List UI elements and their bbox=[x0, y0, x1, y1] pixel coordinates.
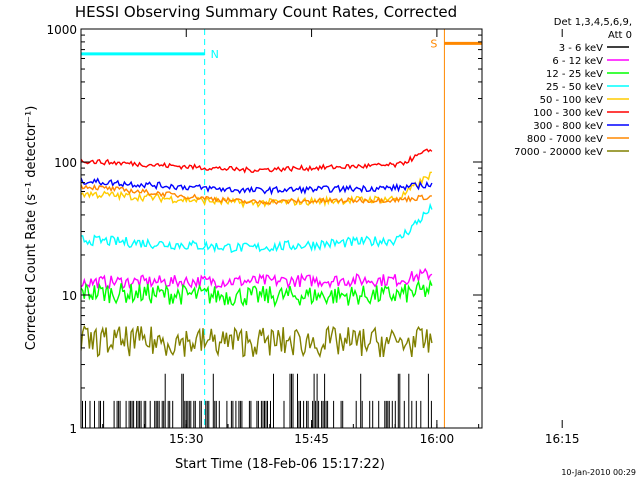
y-tick-label: 1 bbox=[69, 422, 77, 436]
series-8 bbox=[81, 321, 640, 359]
legend: Det 1,3,4,5,6,9, Att 0 3 - 6 keV 6 - 12 keV… bbox=[514, 17, 632, 158]
x-tick-label: 16:15 bbox=[545, 432, 580, 446]
series-trace bbox=[81, 177, 433, 196]
series-trace bbox=[81, 373, 432, 428]
x-tick-label: 15:45 bbox=[294, 432, 329, 446]
series-3 bbox=[81, 202, 640, 254]
marker-s bbox=[443, 29, 482, 428]
series-trace bbox=[81, 183, 432, 206]
y-tick-label: 1000 bbox=[46, 23, 77, 37]
series-trace bbox=[81, 148, 433, 174]
legend-label: 25 - 50 keV bbox=[546, 82, 603, 93]
x-axis-title: Start Time (18-Feb-06 15:17:22) bbox=[175, 457, 385, 472]
series-5 bbox=[81, 132, 640, 174]
legend-header: Att 0 bbox=[608, 30, 632, 41]
plot-frame bbox=[80, 28, 483, 429]
marker-label-n: N bbox=[211, 48, 219, 61]
legend-label: 6 - 12 keV bbox=[552, 56, 603, 67]
series-trace bbox=[607, 181, 640, 193]
legend-label: 12 - 25 keV bbox=[546, 69, 603, 80]
y-axis-title: Corrected Count Rate (s⁻¹ detector⁻¹) bbox=[24, 106, 39, 351]
series-trace bbox=[81, 267, 433, 291]
series-trace bbox=[607, 223, 640, 239]
y-tick-label: 100 bbox=[54, 156, 77, 170]
series-trace bbox=[81, 278, 433, 308]
series-trace bbox=[81, 324, 433, 359]
series-trace bbox=[81, 202, 433, 254]
series-6 bbox=[81, 143, 640, 196]
marker-label-s: S bbox=[430, 37, 437, 50]
series-layer bbox=[81, 132, 640, 428]
series-7 bbox=[81, 154, 640, 206]
x-tick-label: 16:00 bbox=[420, 432, 455, 446]
legend-label: 100 - 300 keV bbox=[533, 108, 603, 119]
series-2 bbox=[81, 262, 640, 308]
series-trace bbox=[607, 143, 640, 171]
legend-label: 3 - 6 keV bbox=[559, 43, 603, 54]
series-trace bbox=[607, 154, 640, 179]
series-trace bbox=[607, 132, 640, 153]
legend-label: 50 - 100 keV bbox=[540, 95, 604, 106]
x-tick-label: 15:30 bbox=[169, 432, 204, 446]
series-0 bbox=[81, 370, 640, 428]
legend-header: Det 1,3,4,5,6,9, bbox=[554, 17, 632, 28]
series-trace bbox=[607, 321, 640, 358]
series-1 bbox=[81, 267, 640, 291]
series-trace bbox=[607, 269, 640, 289]
legend-label: 300 - 800 keV bbox=[533, 121, 603, 132]
series-trace bbox=[607, 370, 640, 428]
chart-title: HESSI Observing Summary Count Rates, Cor… bbox=[75, 3, 457, 21]
marker-n bbox=[81, 29, 206, 428]
legend-label: 7000 - 20000 keV bbox=[514, 147, 603, 158]
spacecraft-marker-layer: NS bbox=[81, 29, 482, 428]
footer-timestamp: 10-Jan-2010 00:29 bbox=[561, 468, 636, 477]
legend-label: 800 - 7000 keV bbox=[527, 134, 603, 145]
series-trace bbox=[607, 262, 640, 285]
y-tick-label: 10 bbox=[62, 289, 77, 303]
